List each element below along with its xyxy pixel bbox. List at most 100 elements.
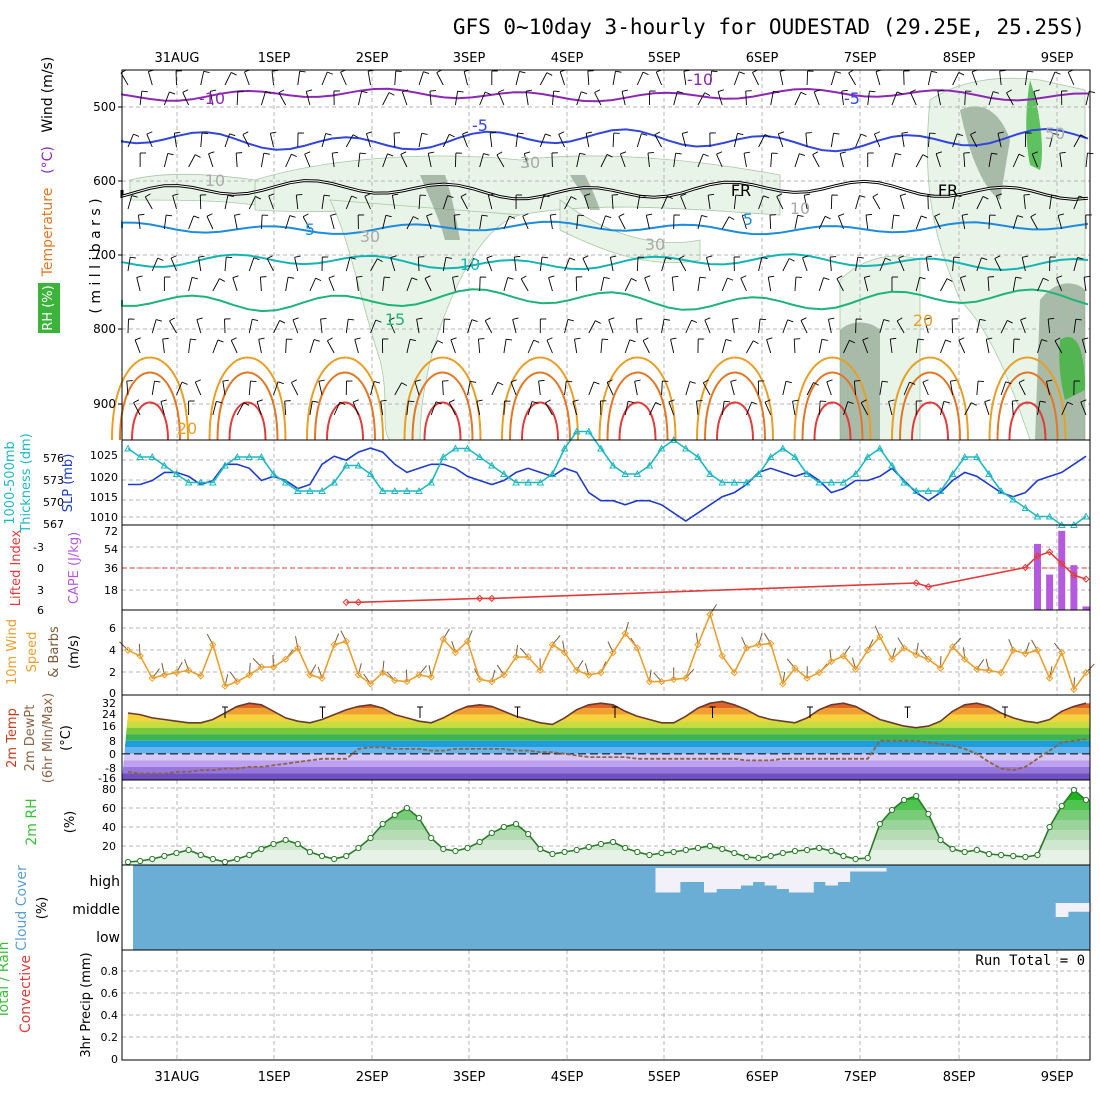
cape-ylabel-li: Lifted Index bbox=[9, 529, 24, 606]
wind-barb-flag bbox=[226, 257, 232, 258]
rh2m-line-point bbox=[999, 852, 1004, 857]
li-tick-label: 3 bbox=[37, 584, 44, 597]
cloud-high-bar bbox=[850, 868, 863, 872]
wind-ylabel-4: (m/s) bbox=[67, 635, 82, 669]
rh2m-line-point bbox=[198, 852, 203, 857]
rh2m-line-point bbox=[150, 856, 155, 861]
rh2m-line-point bbox=[853, 856, 858, 861]
wind-barb-flag bbox=[296, 194, 302, 195]
wind-barb-flag bbox=[554, 91, 560, 92]
wind-barb-flag bbox=[1024, 194, 1030, 195]
rh2m-line-point bbox=[162, 853, 167, 858]
rh2m-line-point bbox=[926, 811, 931, 816]
contour-label: 30 bbox=[645, 235, 665, 254]
rh2m-line-point bbox=[768, 853, 773, 858]
wind-barb-flag bbox=[454, 215, 460, 216]
contour-label: 10 bbox=[790, 199, 810, 218]
cloud-level-label: high bbox=[89, 874, 120, 890]
rh2m-line-point bbox=[902, 797, 907, 802]
cloud-level-label: low bbox=[96, 930, 120, 946]
cloud-level-label: middle bbox=[72, 902, 120, 918]
precip-ylabel-2: Convective bbox=[18, 955, 34, 1033]
rh2m-line-point bbox=[441, 846, 446, 851]
rh2m-line-point bbox=[647, 852, 652, 857]
date-label-bottom: 6SEP bbox=[746, 1070, 779, 1085]
date-label-top: 2SEP bbox=[356, 51, 389, 66]
rh2m-ylabel-2: (%) bbox=[63, 811, 78, 834]
rh2m-line-point bbox=[829, 848, 834, 853]
cape-tick-label: 72 bbox=[104, 525, 118, 538]
rh2m-line-point bbox=[744, 854, 749, 859]
date-label-top: 7SEP bbox=[844, 51, 877, 66]
date-label-bottom: 8SEP bbox=[943, 1070, 976, 1085]
rh2m-line-point bbox=[465, 845, 470, 850]
pressure-tick-label: 900 bbox=[93, 397, 116, 411]
temp-ylabel-4: (°C) bbox=[59, 725, 74, 751]
cloud-high-bar bbox=[753, 868, 766, 882]
wind-barb-flag bbox=[578, 215, 584, 216]
rh2m-line-point bbox=[780, 850, 785, 855]
date-label-bottom: 1SEP bbox=[258, 1070, 291, 1085]
date-label-bottom: 9SEP bbox=[1041, 1070, 1074, 1085]
rh2m-line-point bbox=[671, 849, 676, 854]
contour-label: 20 bbox=[177, 419, 197, 438]
date-label-top: 6SEP bbox=[746, 51, 779, 66]
cloud-high-bar bbox=[862, 868, 875, 872]
cape-bar bbox=[1046, 575, 1053, 610]
wind-barb-flag bbox=[321, 318, 327, 319]
wind-barb-flag bbox=[430, 91, 436, 92]
precip-tick-label: 0.4 bbox=[101, 1009, 119, 1022]
wind-barb-flag bbox=[648, 152, 654, 153]
rh2m-line-point bbox=[404, 805, 409, 810]
precip-ylabel-3: 3hr Precip (mm) bbox=[79, 952, 94, 1057]
wind-barb-flag bbox=[384, 277, 390, 278]
cloud-high-bar bbox=[813, 868, 826, 882]
wind-tick-label: 4 bbox=[109, 644, 116, 657]
contour-label: FR bbox=[731, 181, 751, 200]
wind-barb-flag bbox=[830, 257, 836, 258]
date-label-bottom: 7SEP bbox=[844, 1070, 877, 1085]
rh2m-line-point bbox=[392, 812, 397, 817]
cape-tick-label: 54 bbox=[104, 543, 118, 556]
upper-ylabel-millibars: ( m i l l i b a r s ) bbox=[88, 198, 104, 313]
wind-barb-flag bbox=[954, 257, 960, 258]
temp-band bbox=[122, 721, 1090, 728]
rh2m-line-point bbox=[526, 831, 531, 836]
wind-tick-label: 2 bbox=[109, 666, 116, 679]
rh2m-line-point bbox=[416, 815, 421, 820]
rh2m-line-point bbox=[1011, 853, 1016, 858]
contour-label: 20 bbox=[913, 311, 933, 330]
cape-tick-label: 36 bbox=[104, 562, 118, 575]
temp-tick-label: 8 bbox=[109, 735, 116, 748]
rh-tick-label: 40 bbox=[102, 821, 116, 834]
rh2m-line-point bbox=[138, 858, 143, 863]
rh2m-line-point bbox=[356, 845, 361, 850]
date-label-bottom: 3SEP bbox=[453, 1070, 486, 1085]
date-label-top: 5SEP bbox=[648, 51, 681, 66]
cloud-middle-bar bbox=[1056, 903, 1069, 917]
precip-tick-label: 0.2 bbox=[101, 1031, 119, 1044]
rh-tick-label: 60 bbox=[102, 802, 116, 815]
rh2m-line-point bbox=[477, 839, 482, 844]
rh2m-line-point bbox=[259, 846, 264, 851]
rh2m-line-point bbox=[877, 821, 882, 826]
upper-ylabel-temperature: Temperature bbox=[40, 188, 56, 278]
cloud-background bbox=[133, 865, 1090, 950]
cloud-high-bar bbox=[656, 868, 669, 893]
rh2m-line-point bbox=[889, 807, 894, 812]
rh2m-line-point bbox=[756, 855, 761, 860]
rh2m-line-point bbox=[295, 841, 300, 846]
rh2m-line-point bbox=[1071, 787, 1076, 792]
wind-barb-flag bbox=[806, 133, 812, 134]
wind-barb-flag bbox=[1048, 318, 1054, 319]
cloud-high-bar bbox=[680, 868, 693, 882]
rh2m-line-point bbox=[914, 793, 919, 798]
wind-barb-flag bbox=[202, 133, 208, 134]
thickness-tick-label: 567 bbox=[43, 518, 64, 531]
rh2m-line-point bbox=[513, 821, 518, 826]
contour-label: 5 bbox=[743, 210, 753, 229]
date-label-top: 1SEP bbox=[258, 51, 291, 66]
pressure-tick-label: 600 bbox=[93, 174, 116, 188]
precip-tick-label: 0.8 bbox=[101, 965, 119, 978]
